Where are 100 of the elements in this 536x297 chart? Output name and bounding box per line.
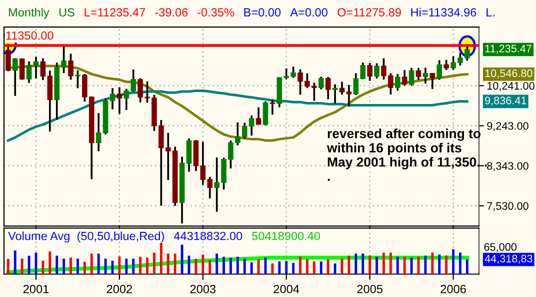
candlestick [430,72,436,90]
bar [459,252,462,274]
candlestick [325,76,331,100]
bar [354,254,358,274]
text: -0.35% [198,8,234,17]
bar [118,256,121,274]
bar [403,256,406,274]
bar [125,258,128,274]
candlestick [444,58,449,71]
candlestick [436,59,442,81]
bar [208,260,212,274]
bar [139,256,142,274]
candlestick [339,80,345,96]
bar [76,258,79,274]
bar [306,259,308,274]
ref-line-label: 11350.00 [6,31,54,40]
bar [410,258,413,274]
bar [466,260,468,274]
y-tick-label: 9,243.00 [487,122,528,132]
bar [14,250,16,274]
y-tick-label: 8,343.00 [487,162,528,172]
bar [222,256,225,274]
bar [97,254,100,274]
bar [216,254,218,274]
text: O=11275.89 [338,8,401,17]
candlestick [33,56,39,80]
bar [146,258,148,274]
text: -39.06 [155,8,188,17]
y-tick-label: 10,241.00 [487,82,534,91]
bar [257,259,260,274]
bar [42,260,44,274]
candlestick [402,69,408,87]
bar [48,251,52,274]
candlestick [416,66,422,81]
chart-title: Volume Avg (50,50,blue,Red) [8,232,164,243]
bar [28,256,30,274]
text: B=0.00 [244,8,281,17]
bar [194,258,198,274]
chart-subtitle: US [59,8,74,17]
bar [70,258,72,274]
text: 50418900.40 [252,232,320,240]
chart-title: Monthly [9,8,50,19]
candlestick [332,83,338,104]
bar [334,264,336,274]
bar [243,258,246,274]
bar [438,254,441,274]
data-label: 9,836.41 [485,96,526,106]
text: 44,318,83 [484,254,532,264]
x-tick-label: 2002 [106,284,132,294]
bar [348,256,350,274]
bar [153,252,156,274]
bar [104,258,107,274]
bar [236,256,239,274]
candlestick [68,52,74,81]
bar [160,243,162,274]
bar [166,254,170,274]
bar [20,258,24,274]
text: L=11235.47 [84,8,146,17]
candlestick [116,86,122,115]
candlestick [394,73,400,92]
bar [132,258,135,274]
candlestick [422,66,428,84]
bar [174,254,176,274]
bar [376,256,378,274]
bar [389,252,392,274]
text: Hi=11334.96 [411,8,476,17]
bar [320,261,322,274]
candlestick [408,66,414,87]
data-label: 10,546.80 [485,69,532,78]
bar [312,261,316,274]
candlestick [346,84,352,108]
bar [56,256,58,274]
x-tick-label: 2005 [357,284,382,294]
text: A=0.00 [290,8,328,17]
candlestick [19,58,25,81]
text: 11,235.47 [485,44,532,54]
text: 65,000 [484,243,516,252]
candlestick [12,57,18,97]
bar [452,249,454,274]
bar [180,244,184,274]
bar [424,256,427,274]
candlestick [374,62,380,80]
candlestick [270,98,276,116]
x-tick-label: 2001 [23,284,49,294]
x-tick-label: 2004 [274,284,300,294]
bar [292,262,295,274]
candlestick [256,106,262,126]
x-tick-label: 2006 [440,284,466,294]
bar [90,254,93,274]
bar [62,258,66,274]
bar [362,254,364,274]
bar [326,260,330,274]
bar [278,261,281,274]
bar [368,255,372,274]
text: L. [486,8,494,16]
bar [83,262,86,274]
bar [230,258,232,274]
bar [271,264,274,274]
candlestick [40,57,46,81]
bar [6,258,10,274]
